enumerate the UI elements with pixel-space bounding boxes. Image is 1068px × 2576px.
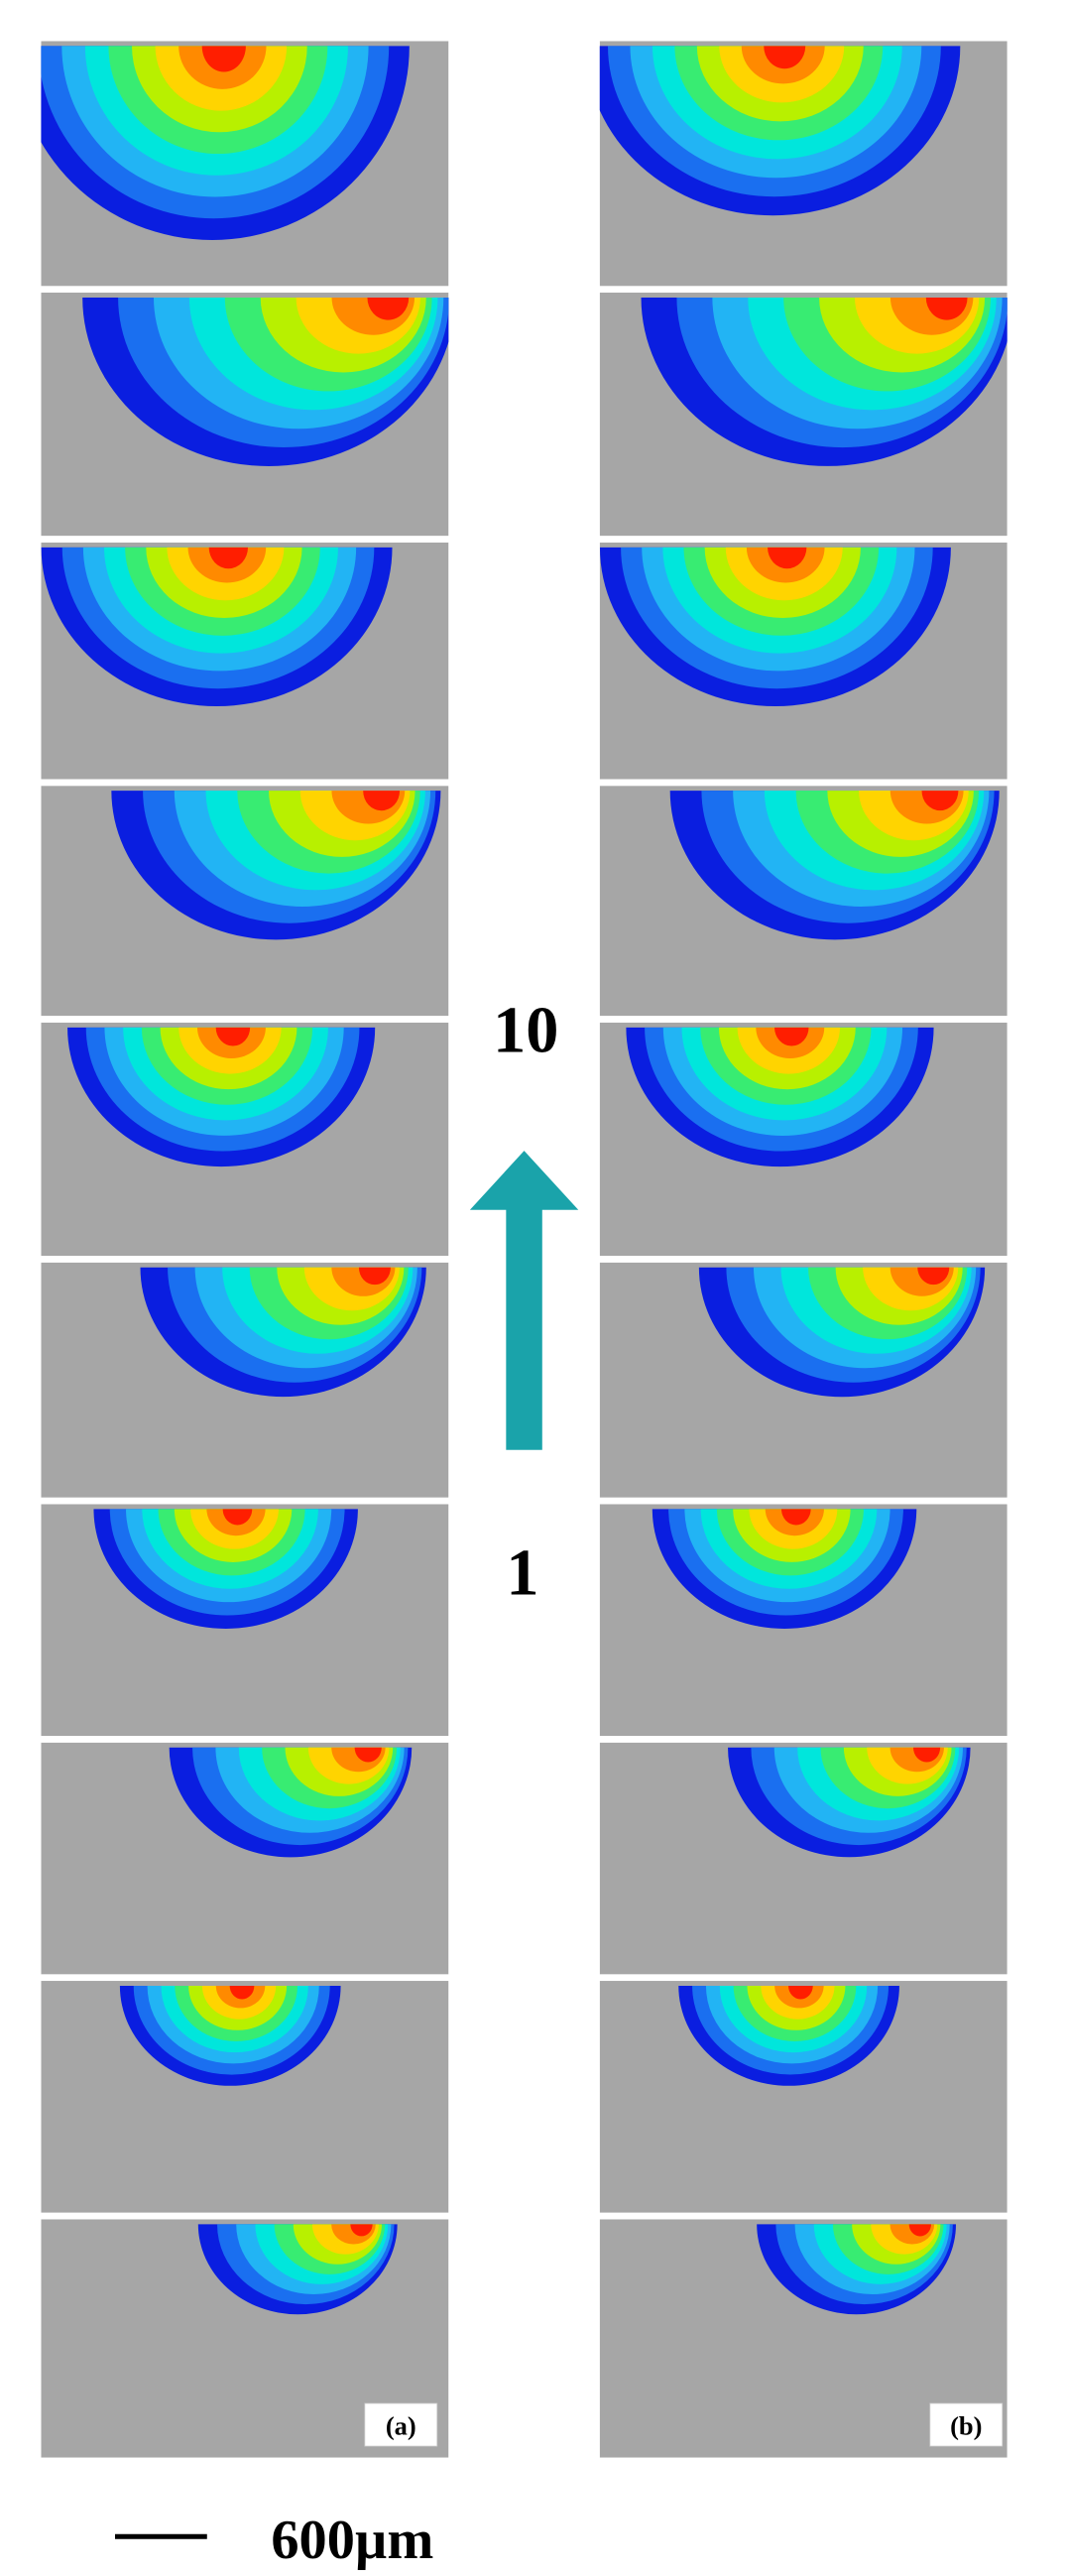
melt-pool-panel [41,1504,449,1737]
melt-pool-panel [41,2219,449,2458]
panel-label-b: (b) [950,2410,982,2440]
contour-band [781,1509,811,1526]
panel-label-box [364,2402,438,2447]
contour-band [921,791,959,811]
melt-pool-panel [41,786,449,1017]
melt-pool-panel [41,1981,449,2213]
contour-band [768,547,807,569]
melt-pool-panel [599,542,1008,780]
melt-pool-panel [599,41,1008,287]
contour-band [908,2224,932,2237]
scale-bar-label: 600µm [271,2510,433,2571]
contour-band [787,1986,813,2000]
contour-band [208,547,249,569]
contour-band [350,2224,373,2237]
contour-band [358,1267,391,1286]
melt-pool-panel [41,542,449,780]
melt-pool-panel [599,293,1008,537]
contour-band [912,1747,941,1763]
melt-pool-panel [41,1022,449,1257]
contour-band [774,1027,809,1046]
contour-band [354,1747,382,1763]
panel-label-box [929,2402,1004,2447]
contour-band [363,791,401,811]
top-label: 10 [493,995,558,1067]
contour-band [917,1267,950,1286]
melt-pool-panel [41,293,449,537]
melt-pool-panel [599,1742,1008,1975]
melt-pool-panel [599,1262,1008,1498]
arrow-head [469,1151,579,1210]
panel-label-a: (a) [386,2410,416,2440]
contour-band [222,1509,253,1526]
melt-pool-panel [599,1504,1008,1737]
panels [41,41,1008,2458]
contour-band [925,297,968,320]
contour-band [764,46,806,69]
melt-pool-panel [41,41,449,287]
melt-pool-panel [599,1022,1008,1257]
bottom-label: 1 [506,1537,538,1610]
melt-pool-panel [41,1262,449,1498]
contour-band [215,1027,251,1046]
melt-pool-panel [599,1981,1008,2213]
contour-band [229,1986,255,2000]
melt-pool-panel [599,786,1008,1017]
contour-band [201,46,246,72]
melt-pool-panel [41,1742,449,1975]
arrow-shaft [506,1206,542,1450]
contour-band [367,297,410,320]
